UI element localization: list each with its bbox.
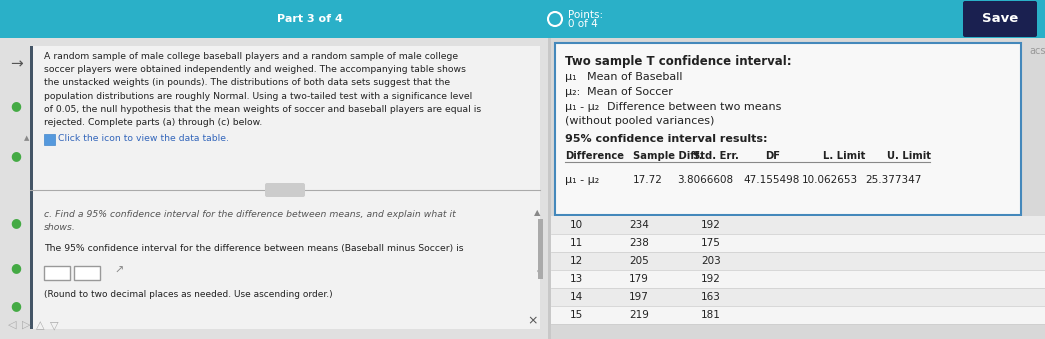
Text: μ₁ - μ₂: μ₁ - μ₂	[565, 102, 599, 112]
Bar	[551, 270, 1045, 288]
Bar	[551, 306, 1045, 324]
Text: 197: 197	[629, 292, 649, 302]
Text: 192: 192	[701, 274, 721, 284]
Text: ●: ●	[10, 100, 21, 113]
Text: Save: Save	[982, 13, 1018, 25]
Text: ●: ●	[10, 217, 21, 230]
Text: U. Limit: U. Limit	[887, 151, 931, 161]
Text: 181: 181	[701, 310, 721, 320]
Text: (Round to two decimal places as needed. Use ascending order.): (Round to two decimal places as needed. …	[44, 290, 332, 299]
Text: 11: 11	[570, 238, 583, 248]
Text: shows.: shows.	[44, 222, 76, 232]
Text: 95% confidence interval results:: 95% confidence interval results:	[565, 134, 767, 144]
Bar	[74, 266, 100, 280]
Text: Part 3 of 4: Part 3 of 4	[277, 14, 343, 24]
Text: 205: 205	[629, 256, 649, 266]
Text: 219: 219	[629, 310, 649, 320]
Text: →: →	[10, 56, 23, 71]
Bar	[555, 43, 1021, 215]
FancyBboxPatch shape	[265, 183, 305, 197]
Text: 25.377347: 25.377347	[865, 175, 922, 185]
Text: rejected. Complete parts (a) through (c) below.: rejected. Complete parts (a) through (c)…	[44, 118, 262, 127]
Text: ▽: ▽	[50, 320, 59, 330]
Bar	[0, 0, 1045, 38]
Text: μ₁: μ₁	[565, 72, 577, 82]
Text: of 0.05, the null hypothesis that the mean weights of soccer and baseball player: of 0.05, the null hypothesis that the me…	[44, 105, 482, 114]
Text: 12: 12	[570, 256, 583, 266]
Text: The 95% confidence interval for the difference between means (Baseball minus Soc: The 95% confidence interval for the diff…	[44, 244, 464, 253]
Text: △: △	[36, 320, 45, 330]
Text: μ₁ - μ₂: μ₁ - μ₂	[565, 175, 599, 185]
Text: ◁: ◁	[8, 320, 17, 330]
Text: 13: 13	[570, 274, 583, 284]
Text: 10: 10	[570, 220, 582, 230]
Text: Mean of Soccer: Mean of Soccer	[587, 87, 673, 97]
Text: L. Limit: L. Limit	[823, 151, 865, 161]
Text: Click the icon to view the data table.: Click the icon to view the data table.	[59, 134, 229, 143]
Text: 15: 15	[570, 310, 583, 320]
Text: acs: acs	[1029, 46, 1045, 56]
Text: ▼: ▼	[537, 270, 542, 276]
Text: 179: 179	[629, 274, 649, 284]
Text: Difference between two means: Difference between two means	[607, 102, 782, 112]
Bar	[551, 288, 1045, 306]
Text: ×: ×	[528, 315, 538, 327]
Text: 47.155498: 47.155498	[743, 175, 799, 185]
Bar	[551, 234, 1045, 252]
Text: ●: ●	[10, 149, 21, 162]
Text: Two sample T confidence interval:: Two sample T confidence interval:	[565, 55, 792, 68]
Bar	[44, 266, 70, 280]
FancyBboxPatch shape	[963, 1, 1037, 37]
Text: Sample Diff.: Sample Diff.	[633, 151, 702, 161]
Bar	[538, 219, 543, 279]
Text: 238: 238	[629, 238, 649, 248]
Text: the unstacked weights (in pounds). The distributions of both data sets suggest t: the unstacked weights (in pounds). The d…	[44, 78, 450, 87]
Text: 192: 192	[701, 220, 721, 230]
Text: A random sample of male college baseball players and a random sample of male col: A random sample of male college baseball…	[44, 52, 458, 61]
Text: 14: 14	[570, 292, 583, 302]
Text: Mean of Baseball: Mean of Baseball	[587, 72, 682, 82]
Text: ▲: ▲	[534, 208, 540, 217]
Text: ▷: ▷	[22, 320, 30, 330]
Text: DF: DF	[765, 151, 780, 161]
Text: Points:: Points:	[568, 10, 603, 20]
Text: 17.72: 17.72	[633, 175, 663, 185]
Bar	[30, 46, 33, 329]
Bar	[44, 134, 55, 145]
Text: c. Find a 95% confidence interval for the difference between means, and explain : c. Find a 95% confidence interval for th…	[44, 210, 456, 219]
Text: 3.8066608: 3.8066608	[677, 175, 734, 185]
Text: 175: 175	[701, 238, 721, 248]
Text: ●: ●	[10, 299, 21, 313]
Bar	[551, 252, 1045, 270]
Text: soccer players were obtained independently and weighed. The accompanying table s: soccer players were obtained independent…	[44, 65, 466, 74]
Text: 234: 234	[629, 220, 649, 230]
Text: ↗: ↗	[114, 266, 123, 276]
Text: 10.062653: 10.062653	[802, 175, 858, 185]
Bar	[30, 46, 540, 329]
Text: Difference: Difference	[565, 151, 624, 161]
Text: (without pooled variances): (without pooled variances)	[565, 116, 715, 126]
Text: μ₂:: μ₂:	[565, 87, 580, 97]
Text: ▲: ▲	[24, 135, 29, 141]
Text: 163: 163	[701, 292, 721, 302]
Text: 203: 203	[701, 256, 721, 266]
Text: ●: ●	[10, 261, 21, 275]
Text: 0 of 4: 0 of 4	[568, 19, 598, 29]
Bar	[0, 38, 548, 339]
Text: population distributions are roughly Normal. Using a two-tailed test with a sign: population distributions are roughly Nor…	[44, 92, 472, 101]
Bar	[551, 38, 1045, 339]
Bar	[551, 216, 1045, 234]
Text: Std. Err.: Std. Err.	[693, 151, 739, 161]
